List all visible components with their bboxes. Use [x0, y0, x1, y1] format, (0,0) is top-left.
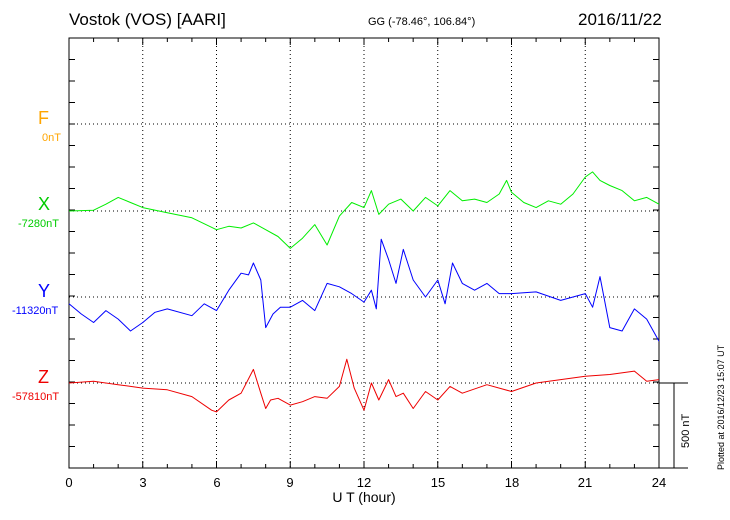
baseline-y: -11320nT [12, 305, 59, 317]
geo-coordinates: GG (-78.46°, 106.84°) [368, 16, 476, 28]
trace-z [68, 358, 660, 413]
x-tick-label-21: 21 [577, 475, 593, 490]
x-tick-label-24: 24 [651, 475, 667, 490]
trace-x [68, 171, 660, 249]
scale-bar [659, 382, 688, 469]
gridlines [69, 38, 659, 468]
plotted-timestamp: Plotted at 2016/12/23 15:07 UT [716, 344, 726, 470]
x-tick-label-0: 0 [65, 475, 73, 490]
label-f: F [38, 108, 49, 128]
x-tick-label-12: 12 [356, 475, 372, 490]
x-tick-label-9: 9 [286, 475, 294, 490]
label-z: Z [38, 367, 49, 387]
baseline-f: 0nT [42, 132, 61, 144]
baseline-z: -57810nT [12, 391, 60, 403]
traces [68, 171, 660, 413]
x-tick-label-15: 15 [430, 475, 446, 490]
x-tick-label-3: 3 [139, 475, 147, 490]
baseline-x: -7280nT [18, 218, 59, 230]
y-axis-ticks [69, 59, 659, 447]
date-label: 2016/11/22 [578, 10, 662, 29]
trace-y [68, 238, 660, 342]
scale-bar-label: 500 nT [680, 413, 692, 448]
station-title: Vostok (VOS) [AARI] [69, 10, 226, 29]
x-axis-ticks [68, 38, 660, 468]
x-axis-title: U T (hour) [332, 489, 396, 505]
x-tick-label-6: 6 [213, 475, 221, 490]
label-y: Y [38, 281, 51, 301]
x-tick-label-18: 18 [504, 475, 520, 490]
label-x: X [38, 194, 51, 214]
